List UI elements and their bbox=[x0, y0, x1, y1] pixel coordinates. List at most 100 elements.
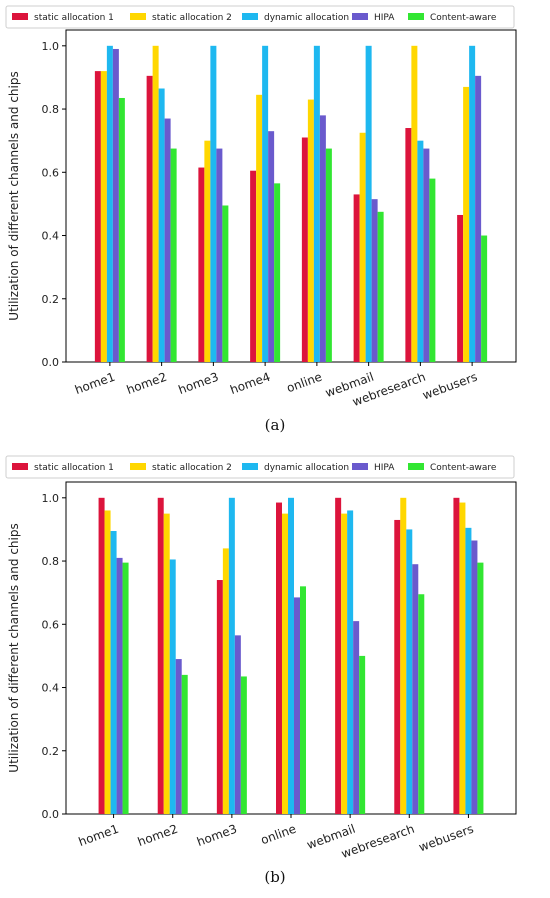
y-tick-label: 0.6 bbox=[42, 166, 60, 179]
bar bbox=[234, 635, 241, 814]
x-tick-label: online bbox=[259, 822, 298, 848]
bar bbox=[481, 235, 488, 362]
bar bbox=[216, 580, 223, 814]
bar bbox=[300, 586, 306, 814]
bar bbox=[157, 497, 164, 814]
bar bbox=[118, 97, 125, 362]
legend-label: HIPA bbox=[374, 463, 395, 473]
legend-label: static allocation 2 bbox=[152, 13, 232, 23]
bar bbox=[319, 115, 326, 362]
legend-swatch bbox=[242, 463, 258, 470]
bar bbox=[406, 529, 413, 814]
legend-label: static allocation 1 bbox=[34, 13, 114, 23]
y-tick-label: 0.8 bbox=[42, 555, 60, 568]
y-tick-label: 1.0 bbox=[42, 40, 60, 53]
bar bbox=[175, 659, 182, 814]
x-tick-label: home3 bbox=[176, 370, 220, 397]
bar bbox=[353, 621, 360, 814]
bar bbox=[274, 183, 281, 362]
legend-swatch bbox=[408, 463, 424, 470]
y-tick-label: 0.0 bbox=[42, 356, 60, 369]
bar bbox=[181, 674, 188, 814]
bar bbox=[146, 75, 153, 362]
chart-a: static allocation 1 static allocation 2 dy… bbox=[5, 5, 517, 434]
legend-label: HIPA bbox=[374, 13, 395, 23]
bar bbox=[100, 71, 107, 362]
legend-swatch bbox=[352, 463, 368, 470]
legend-swatch bbox=[408, 13, 424, 20]
bar bbox=[262, 45, 269, 363]
chart-b: static allocation 1 static allocation 2 dy… bbox=[5, 455, 517, 886]
x-tick-label: home2 bbox=[125, 370, 169, 397]
x-tick-label: online bbox=[285, 370, 324, 396]
bar bbox=[98, 497, 105, 814]
bar bbox=[216, 148, 223, 362]
legend-swatch bbox=[12, 463, 28, 470]
bar bbox=[112, 48, 119, 362]
bar bbox=[282, 513, 288, 814]
plot-frame bbox=[65, 29, 517, 363]
bar bbox=[198, 167, 205, 362]
bar bbox=[341, 513, 348, 814]
x-tick-label: webusers bbox=[421, 370, 480, 403]
bar bbox=[240, 676, 247, 814]
bar bbox=[94, 71, 101, 362]
bar bbox=[457, 214, 464, 362]
bar bbox=[222, 548, 229, 814]
bar bbox=[400, 497, 407, 814]
x-tick-label: home1 bbox=[77, 822, 121, 849]
bar bbox=[169, 559, 176, 814]
bar bbox=[417, 140, 424, 362]
bar bbox=[471, 540, 478, 814]
legend-frame bbox=[5, 455, 515, 479]
legend-label: Content-aware bbox=[430, 463, 497, 473]
bar bbox=[268, 131, 275, 362]
bar bbox=[371, 199, 378, 362]
bar bbox=[288, 497, 294, 814]
x-tick-label: home2 bbox=[136, 822, 180, 849]
bar bbox=[104, 510, 111, 814]
bar bbox=[335, 497, 342, 814]
legend-swatch bbox=[352, 13, 368, 20]
bar bbox=[256, 94, 263, 363]
bar bbox=[250, 170, 257, 362]
bar bbox=[106, 45, 113, 363]
legend-frame bbox=[5, 5, 515, 29]
bar bbox=[228, 497, 235, 814]
bar bbox=[163, 513, 170, 814]
legend-label: static allocation 2 bbox=[152, 463, 232, 473]
bar bbox=[222, 205, 229, 362]
bar bbox=[465, 527, 472, 814]
bar bbox=[152, 45, 159, 363]
legend-label: dynamic allocation bbox=[264, 13, 349, 23]
bar bbox=[294, 597, 300, 814]
legend-swatch bbox=[242, 13, 258, 20]
bar bbox=[110, 531, 117, 814]
bar bbox=[158, 88, 165, 362]
bar bbox=[210, 45, 217, 363]
y-tick-label: 0.8 bbox=[42, 103, 60, 116]
bar bbox=[170, 148, 177, 362]
legend-swatch bbox=[12, 13, 28, 20]
x-tick-label: home4 bbox=[228, 370, 272, 397]
bar bbox=[418, 594, 425, 814]
x-tick-label: home1 bbox=[73, 370, 117, 397]
bar bbox=[405, 128, 412, 362]
bar bbox=[301, 137, 308, 362]
legend: static allocation 1 static allocation 2 dy… bbox=[5, 5, 515, 29]
bar bbox=[463, 86, 470, 363]
bar bbox=[377, 211, 384, 362]
y-tick-label: 0.4 bbox=[42, 682, 60, 695]
legend-swatch bbox=[130, 463, 146, 470]
bar bbox=[469, 45, 476, 363]
y-tick-label: 1.0 bbox=[42, 492, 60, 505]
bar bbox=[307, 99, 314, 363]
y-tick-label: 0.4 bbox=[42, 230, 60, 243]
y-tick-label: 0.2 bbox=[42, 293, 60, 306]
bar bbox=[313, 45, 320, 363]
y-tick-label: 0.6 bbox=[42, 618, 60, 631]
bar bbox=[359, 132, 366, 362]
bar bbox=[359, 655, 366, 814]
bar bbox=[429, 178, 436, 362]
